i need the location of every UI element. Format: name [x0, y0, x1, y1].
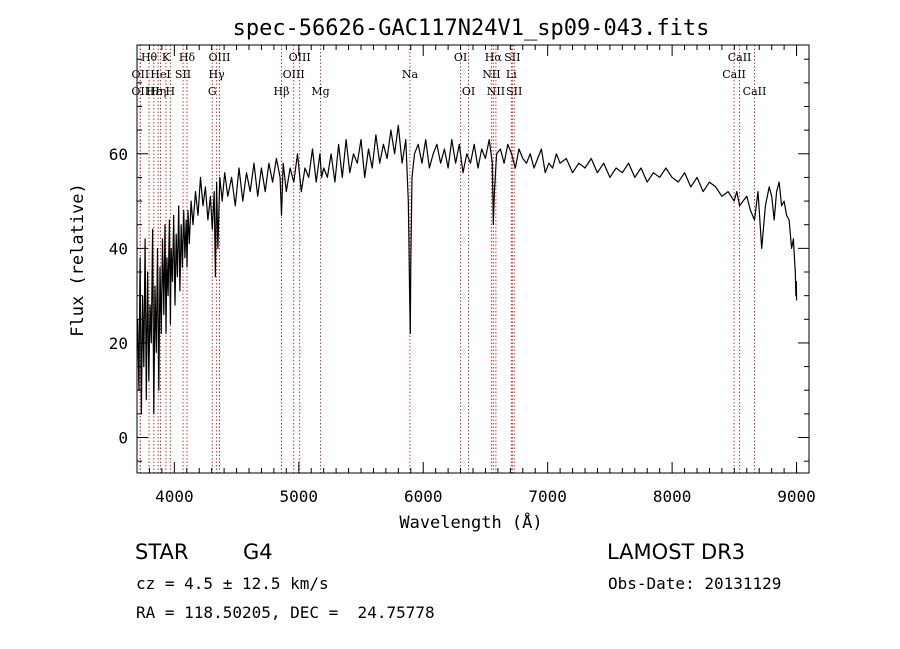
- x-axis: 4000 5000 6000 7000 8000 9000: [148, 45, 816, 506]
- line-label: Na: [402, 68, 419, 81]
- line-label: Hβ: [274, 85, 290, 98]
- coordinates: RA = 118.50205, DEC = 24.75778: [136, 603, 435, 622]
- line-label: CaII: [728, 51, 752, 64]
- line-label: H: [166, 85, 176, 98]
- y-tick-label: 60: [109, 145, 128, 164]
- survey-name: LAMOST DR3: [607, 540, 746, 564]
- line-label: Hδ: [179, 51, 196, 64]
- object-subclass: G4: [243, 540, 273, 564]
- line-label: OIII: [283, 68, 305, 81]
- line-label: OII: [132, 68, 150, 81]
- x-axis-label: Wavelength (Å): [399, 511, 542, 533]
- line-label: Hα: [485, 51, 503, 64]
- plot-frame: [136, 44, 810, 474]
- line-label: SII: [504, 51, 520, 64]
- line-label: OII: [131, 85, 149, 98]
- x-tick-label: 4000: [155, 487, 194, 506]
- spectrum-line: [137, 124, 798, 415]
- line-label: SII: [175, 68, 191, 81]
- emission-line-markers: [139, 45, 755, 473]
- line-label: Mg: [311, 85, 329, 98]
- line-label: NII: [482, 68, 500, 81]
- observation-date: Obs-Date: 20131129: [608, 574, 782, 593]
- line-label: OIII: [208, 51, 230, 64]
- object-class: STAR: [135, 540, 189, 564]
- x-tick-label: 5000: [280, 487, 319, 506]
- y-axis-label: Flux (relative): [68, 183, 88, 337]
- line-label: Hγ: [209, 68, 226, 81]
- redshift-value: cz = 4.5 ± 12.5 km/s: [136, 574, 329, 593]
- y-tick-label: 0: [118, 429, 128, 448]
- line-label: CaII: [722, 68, 746, 81]
- line-label: Hθ: [141, 51, 158, 64]
- line-label: SII: [506, 85, 522, 98]
- line-label: OIII: [289, 51, 311, 64]
- line-label: NII: [487, 85, 505, 98]
- line-label: HeI: [150, 68, 170, 81]
- line-label: CaII: [743, 85, 767, 98]
- y-tick-label: 40: [109, 239, 128, 258]
- line-label: OI: [454, 51, 467, 64]
- line-label: Li: [506, 68, 517, 81]
- line-label: OI: [462, 85, 475, 98]
- chart-title: spec-56626-GAC117N24V1_sp09-043.fits: [233, 16, 710, 41]
- line-label: G: [208, 85, 217, 98]
- line-label: Hη: [150, 85, 166, 98]
- line-label: Hε: [146, 85, 162, 98]
- x-tick-label: 7000: [528, 487, 567, 506]
- x-tick-label: 6000: [404, 487, 443, 506]
- y-axis: 0 20 40 60: [109, 58, 809, 462]
- line-label: K: [162, 51, 171, 64]
- x-tick-label: 9000: [777, 487, 816, 506]
- y-tick-label: 20: [109, 334, 128, 353]
- x-tick-label: 8000: [653, 487, 692, 506]
